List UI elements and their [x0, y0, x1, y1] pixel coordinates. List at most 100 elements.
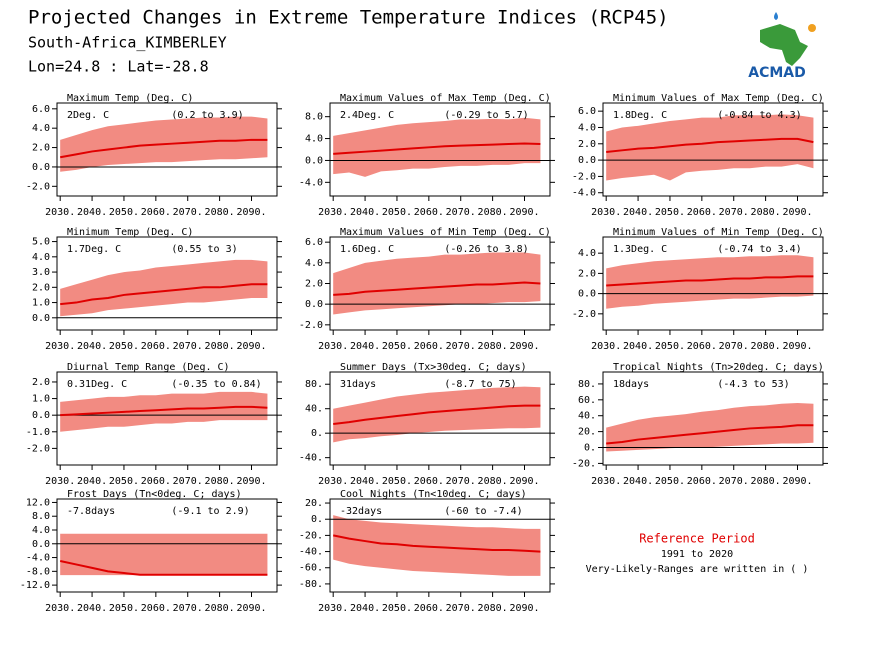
- y-tick-label: 80.: [305, 379, 323, 390]
- panel-title: Maximum Values of Max Temp (Deg. C): [340, 93, 551, 104]
- x-tick-label: 2040.: [350, 341, 380, 352]
- panel-annotation: 1.6Deg. C: [340, 244, 394, 255]
- x-tick-label: 2030.: [591, 476, 621, 487]
- x-tick-label: 2040.: [350, 207, 380, 218]
- x-tick-label: 2080.: [478, 341, 508, 352]
- y-tick-label: -2.0: [572, 309, 596, 320]
- reference-period: 1991 to 2020: [661, 549, 733, 560]
- y-tick-label: 2.0: [578, 139, 596, 150]
- x-tick-label: 2080.: [751, 341, 781, 352]
- x-tick-label: 2070.: [446, 207, 476, 218]
- location: South-Africa_KIMBERLEY: [28, 34, 227, 52]
- panel-title: Minimum Temp (Deg. C): [67, 227, 193, 238]
- x-tick-label: 2090.: [782, 207, 812, 218]
- y-tick-label: 0.: [311, 514, 323, 525]
- panel-range: (-60 to -7.4): [444, 506, 522, 517]
- x-tick-label: 2040.: [77, 603, 107, 614]
- x-tick-label: 2040.: [77, 476, 107, 487]
- median-line: [60, 405, 268, 417]
- x-tick-label: 2050.: [109, 603, 139, 614]
- y-tick-label: 4.0: [578, 248, 596, 259]
- range-band: [60, 259, 268, 317]
- panel-range: (-0.74 to 3.4): [717, 244, 801, 255]
- range-band: [60, 391, 268, 432]
- x-tick-label: 2060.: [687, 207, 717, 218]
- x-tick-label: 2060.: [141, 476, 171, 487]
- y-tick-label: 0.0: [578, 289, 596, 300]
- median-line: [606, 424, 814, 445]
- panel-range: (0.2 to 3.9): [171, 110, 243, 121]
- plot-frame: [329, 498, 551, 593]
- y-tick-label: 6.0: [305, 237, 323, 248]
- y-tick-label: -4.0: [26, 553, 50, 564]
- x-tick-label: 2040.: [350, 476, 380, 487]
- y-tick-label: -2.0: [26, 443, 50, 454]
- median-line: [333, 404, 541, 426]
- y-tick-label: -2.0: [572, 171, 596, 182]
- panel-range: (-4.3 to 53): [717, 379, 789, 390]
- y-tick-label: 2.0: [32, 377, 50, 388]
- x-tick-label: 2080.: [478, 476, 508, 487]
- x-tick-label: 2090.: [236, 207, 266, 218]
- y-tick-label: 0.: [584, 443, 596, 454]
- x-tick-label: 2090.: [509, 476, 539, 487]
- panel-annotation: 31days: [340, 379, 376, 390]
- panel-annotation: 1.7Deg. C: [67, 244, 121, 255]
- logo-sun: [808, 24, 816, 32]
- plot-frame: [602, 102, 824, 197]
- plot-frame: [56, 498, 278, 593]
- y-tick-label: 40.: [578, 411, 596, 422]
- panel-title: Summer Days (Tx>30deg. C; days): [340, 362, 527, 373]
- x-tick-label: 2080.: [478, 207, 508, 218]
- x-tick-label: 2030.: [45, 476, 75, 487]
- logo: ACMAD: [748, 12, 816, 81]
- median-line: [59, 560, 268, 576]
- y-tick-label: 5.0: [32, 237, 50, 248]
- x-tick-label: 2090.: [236, 603, 266, 614]
- x-tick-label: 2030.: [318, 207, 348, 218]
- x-tick-label: 2070.: [173, 476, 203, 487]
- panel-range: (-0.35 to 0.84): [171, 379, 261, 390]
- median-line: [606, 137, 814, 153]
- range-band: [606, 255, 814, 309]
- page-title: Projected Changes in Extreme Temperature…: [28, 7, 669, 29]
- logo-drop: [774, 12, 778, 20]
- y-tick-label: -80.: [299, 579, 323, 590]
- y-tick-label: 0.0: [305, 299, 323, 310]
- panel-annotation: 1.8Deg. C: [613, 110, 667, 121]
- y-tick-label: 8.0: [305, 112, 323, 123]
- x-tick-label: 2090.: [509, 207, 539, 218]
- y-tick-label: 6.0: [32, 104, 50, 115]
- range-band: [606, 403, 814, 452]
- y-tick-label: -12.0: [20, 580, 50, 591]
- x-tick-label: 2030.: [318, 341, 348, 352]
- x-tick-label: 2050.: [109, 207, 139, 218]
- x-tick-label: 2080.: [478, 603, 508, 614]
- x-tick-label: 2040.: [623, 341, 653, 352]
- y-tick-label: -60.: [299, 563, 323, 574]
- y-tick-label: -20.: [572, 458, 596, 469]
- x-tick-label: 2030.: [45, 341, 75, 352]
- panel-annotation: 1.3Deg. C: [613, 244, 667, 255]
- x-tick-label: 2080.: [205, 207, 235, 218]
- x-tick-label: 2070.: [719, 341, 749, 352]
- x-tick-label: 2070.: [719, 476, 749, 487]
- y-tick-label: 0.0: [305, 155, 323, 166]
- y-tick-label: 0.0: [32, 539, 50, 550]
- y-tick-label: 4.0: [32, 123, 50, 134]
- x-tick-label: 2070.: [173, 341, 203, 352]
- x-tick-label: 2030.: [318, 476, 348, 487]
- y-tick-label: -4.0: [299, 177, 323, 188]
- x-tick-label: 2050.: [382, 341, 412, 352]
- panel-range: (-8.7 to 75): [444, 379, 516, 390]
- y-tick-label: -2.0: [26, 181, 50, 192]
- y-tick-label: -2.0: [299, 320, 323, 331]
- x-tick-label: 2030.: [45, 207, 75, 218]
- x-tick-label: 2060.: [414, 207, 444, 218]
- y-tick-label: 0.0: [32, 410, 50, 421]
- y-tick-label: -20.: [299, 530, 323, 541]
- plot-frame: [602, 236, 824, 331]
- x-tick-label: 2050.: [382, 207, 412, 218]
- median-line: [333, 281, 541, 296]
- x-tick-label: 2090.: [236, 341, 266, 352]
